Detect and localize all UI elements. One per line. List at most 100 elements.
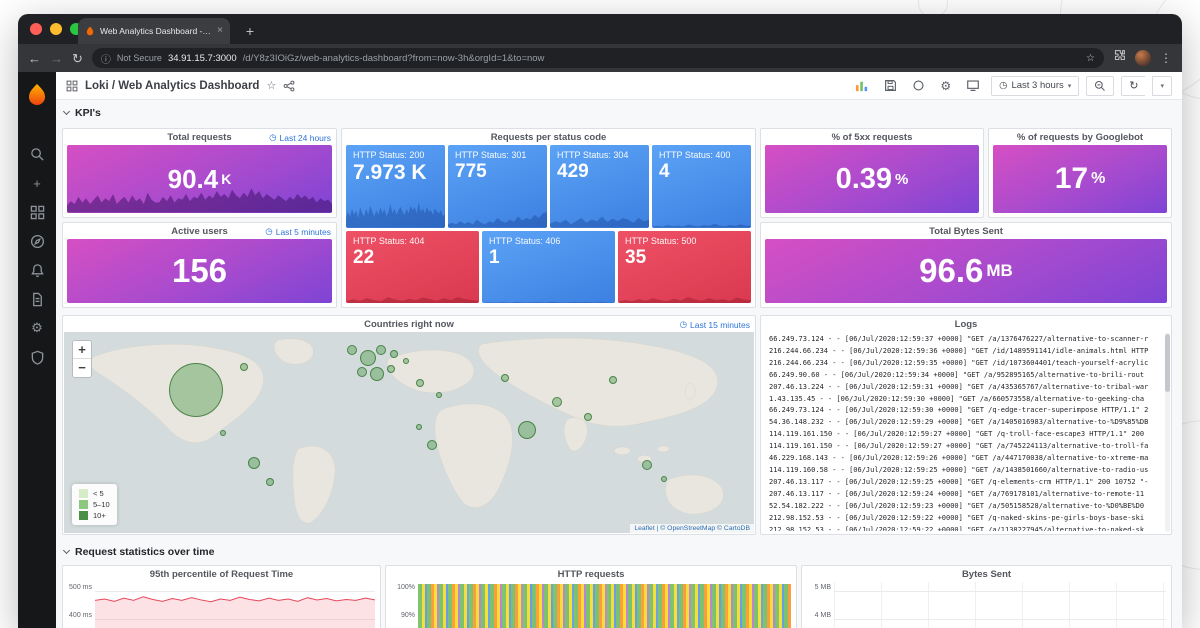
panel-title[interactable]: Bytes Sent: [961, 568, 1012, 580]
back-icon[interactable]: ←: [28, 50, 41, 66]
p95-chart[interactable]: [95, 582, 375, 628]
grafana-logo[interactable]: [25, 82, 49, 106]
country-circle[interactable]: [247, 456, 260, 469]
country-circle[interactable]: [608, 376, 617, 385]
site-info-icon[interactable]: ⓘ: [100, 54, 111, 66]
refresh-interval-dropdown[interactable]: ▾: [1152, 75, 1172, 96]
explore-compass-icon[interactable]: [29, 233, 45, 249]
time-range-button[interactable]: ◷ Last 3 hours ▾: [991, 75, 1080, 96]
panel-countries: Countries right now ◷ Last 15 minutes: [62, 315, 756, 535]
clock-icon: ◷: [265, 226, 273, 236]
country-circle[interactable]: [415, 424, 422, 431]
panel-title[interactable]: Countries right now: [364, 318, 454, 330]
tab-close-icon[interactable]: ×: [217, 25, 223, 36]
profile-avatar[interactable]: [1135, 50, 1151, 66]
dashboard-canvas: KPI's Total requests ◷ Last 24 hours 90.4…: [56, 100, 1182, 628]
country-circle[interactable]: [369, 366, 384, 381]
country-circle[interactable]: [169, 363, 224, 418]
zoom-out-button[interactable]: [1086, 75, 1115, 96]
refresh-button[interactable]: ↻: [1121, 75, 1146, 96]
map-legend: < 5 5–10 10+: [72, 484, 117, 525]
reload-icon[interactable]: ↻: [72, 50, 83, 66]
save-dashboard-button[interactable]: [880, 76, 901, 96]
dashboard-settings-button[interactable]: ⚙: [940, 78, 952, 93]
country-circle[interactable]: [551, 397, 562, 408]
row-request-stats[interactable]: Request statistics over time: [62, 546, 214, 558]
country-circle[interactable]: [219, 429, 226, 436]
row-collapse-icon: [62, 546, 71, 555]
traffic-lights: [30, 23, 82, 35]
country-circle[interactable]: [357, 366, 368, 377]
status-tiles: HTTP Status: 200 7.973 K HTTP Status: 301…: [346, 145, 751, 303]
country-circle[interactable]: [642, 459, 653, 470]
panel-logs: Logs 66.249.73.124 - - [06/Jul/2020:12:5…: [760, 315, 1172, 535]
panel-title[interactable]: Active users: [171, 225, 228, 237]
panel-title[interactable]: % of requests by Googlebot: [1016, 131, 1144, 143]
country-circle[interactable]: [660, 475, 667, 482]
country-circle[interactable]: [389, 349, 398, 358]
map-landmass: [90, 337, 724, 524]
map-zoom-in-button[interactable]: +: [73, 341, 91, 359]
bookmark-star-icon[interactable]: ☆: [1086, 52, 1095, 64]
settings-gear-icon[interactable]: ⚙: [31, 320, 43, 335]
new-tab-button[interactable]: +: [245, 23, 255, 39]
dashboard-title[interactable]: Loki / Web Analytics Dashboard: [85, 79, 260, 92]
country-circle[interactable]: [403, 357, 410, 364]
panel-title[interactable]: Logs: [954, 318, 978, 330]
panel-title[interactable]: 95th percentile of Request Time: [149, 568, 294, 580]
minimize-window-button[interactable]: [50, 23, 62, 35]
forward-icon[interactable]: →: [50, 50, 63, 66]
admin-shield-icon[interactable]: [29, 349, 45, 365]
stat-unit: %: [1091, 170, 1106, 187]
country-circle[interactable]: [387, 364, 396, 373]
world-map[interactable]: + − < 5 5–10 10+ Leaflet | © OpenStreetM…: [64, 332, 754, 533]
logs-scrollbar-thumb[interactable]: [1165, 334, 1170, 392]
create-plus-icon[interactable]: +: [33, 175, 41, 191]
country-circle[interactable]: [416, 379, 425, 388]
bytes-sent-chart[interactable]: [834, 582, 1166, 628]
log-line: 52.54.182.222 - - [06/Jul/2020:12:59:23 …: [769, 501, 1145, 510]
country-circle[interactable]: [376, 345, 387, 356]
panel-title[interactable]: Total requests: [167, 131, 232, 143]
browser-tab[interactable]: Web Analytics Dashboard - Gr ×: [78, 18, 230, 44]
map-attribution[interactable]: Leaflet | © OpenStreetMap © CartoDB: [630, 524, 754, 533]
stat-panel-body: 90.4 K: [67, 145, 332, 213]
legend-label: 10+: [93, 511, 106, 520]
country-circle[interactable]: [427, 439, 438, 450]
tab-title: Web Analytics Dashboard - Gr: [100, 26, 213, 36]
close-window-button[interactable]: [30, 23, 42, 35]
address-bar[interactable]: ⓘ Not Secure 34.91.15.7:3000 /d/Y8z3IOiG…: [91, 48, 1104, 68]
country-circle[interactable]: [435, 392, 442, 399]
country-circle[interactable]: [500, 373, 509, 382]
favorite-star-icon[interactable]: ☆: [266, 80, 277, 92]
country-circle[interactable]: [347, 344, 358, 355]
panel-title[interactable]: Requests per status code: [490, 131, 607, 143]
docs-file-icon[interactable]: [29, 291, 45, 307]
row-kpi[interactable]: KPI's: [62, 107, 101, 119]
panel-title[interactable]: HTTP requests: [557, 568, 625, 580]
sparkline: [448, 196, 547, 228]
share-icon[interactable]: [283, 80, 295, 92]
country-circle[interactable]: [360, 349, 377, 366]
search-icon[interactable]: [29, 146, 45, 162]
alerting-bell-icon[interactable]: [29, 262, 45, 278]
panel-status-codes: Requests per status code HTTP Status: 20…: [341, 128, 756, 308]
country-circle[interactable]: [240, 362, 249, 371]
panel-title[interactable]: Total Bytes Sent: [929, 225, 1003, 237]
snapshot-circle-button[interactable]: [908, 76, 929, 96]
http-requests-chart[interactable]: [418, 582, 791, 628]
y-axis-tick: 400 ms: [69, 612, 92, 619]
add-panel-button[interactable]: [851, 76, 873, 96]
country-circle[interactable]: [265, 477, 274, 486]
dashboards-icon[interactable]: [29, 204, 45, 220]
browser-menu-icon[interactable]: ⋮: [1160, 51, 1172, 65]
country-circle[interactable]: [584, 413, 593, 422]
panel-title[interactable]: % of 5xx requests: [831, 131, 913, 143]
window-titlebar: Web Analytics Dashboard - Gr × +: [18, 14, 1182, 44]
tv-mode-button[interactable]: [962, 76, 984, 96]
country-circle[interactable]: [517, 421, 536, 440]
log-line: 207.46.13.224 - - [06/Jul/2020:12:59:31 …: [769, 382, 1149, 391]
browser-window: Web Analytics Dashboard - Gr × + ← → ↻ ⓘ…: [18, 14, 1182, 628]
extensions-puzzle-icon[interactable]: [1113, 49, 1126, 67]
map-zoom-out-button[interactable]: −: [73, 359, 91, 377]
